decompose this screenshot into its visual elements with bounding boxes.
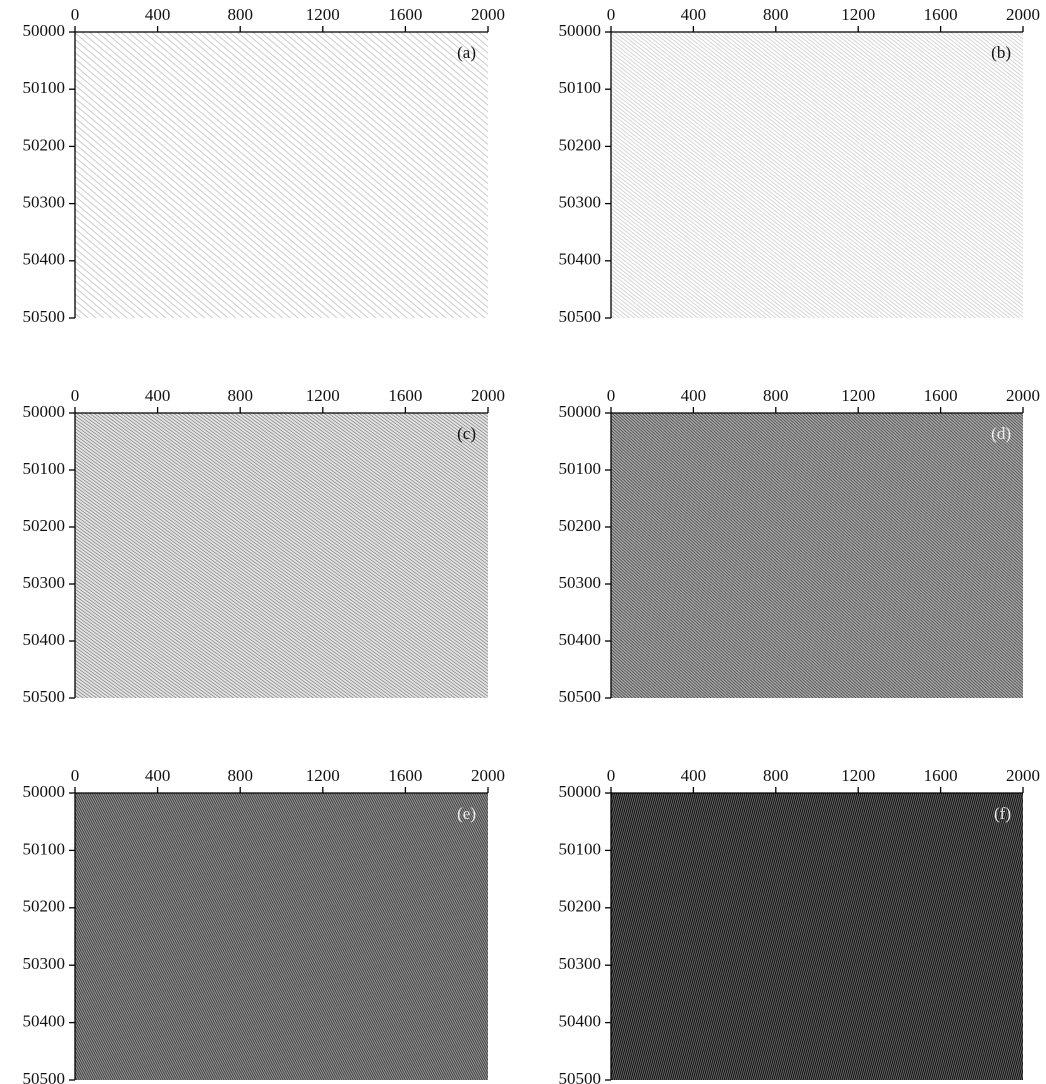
y-tick-label: 50500	[23, 687, 66, 706]
x-tick-label: 0	[607, 766, 616, 785]
trajectory-image	[611, 32, 1023, 318]
x-tick-label: 1600	[924, 5, 958, 24]
x-tick-label: 1200	[306, 766, 340, 785]
trajectory-image	[75, 413, 488, 698]
y-tick-label: 50500	[23, 1069, 66, 1084]
y-tick-label: 50300	[23, 573, 66, 592]
y-tick-label: 50500	[559, 1069, 602, 1084]
x-tick-label: 2000	[1006, 5, 1040, 24]
x-tick-label: 2000	[471, 5, 505, 24]
y-tick-label: 50400	[23, 1012, 66, 1031]
x-tick-label: 800	[227, 766, 253, 785]
panel-label: (c)	[457, 424, 476, 443]
x-tick-label: 400	[145, 5, 171, 24]
x-tick-label: 400	[681, 386, 707, 405]
y-tick-label: 50300	[23, 193, 66, 212]
y-tick-label: 50200	[559, 897, 602, 916]
trajectory-image	[611, 413, 1023, 698]
x-tick-label: 1600	[924, 386, 958, 405]
x-tick-label: 2000	[471, 766, 505, 785]
x-tick-label: 1600	[924, 766, 958, 785]
y-tick-label: 50500	[23, 307, 66, 326]
y-tick-label: 50000	[559, 782, 602, 801]
x-tick-label: 800	[763, 766, 789, 785]
x-tick-label: 800	[227, 386, 253, 405]
panel-label: (b)	[991, 43, 1011, 62]
panel-label: (e)	[457, 804, 476, 823]
y-tick-label: 50100	[559, 459, 602, 478]
y-tick-label: 50000	[559, 402, 602, 421]
x-tick-label: 2000	[1006, 766, 1040, 785]
panel-label: (f)	[994, 804, 1011, 823]
y-tick-label: 50400	[559, 1012, 602, 1031]
x-tick-label: 2000	[471, 386, 505, 405]
x-tick-label: 1200	[841, 766, 875, 785]
y-tick-label: 50000	[23, 782, 66, 801]
trajectory-image	[75, 793, 488, 1080]
x-tick-label: 400	[145, 766, 171, 785]
x-tick-label: 800	[227, 5, 253, 24]
panel-label: (d)	[991, 424, 1011, 443]
y-tick-label: 50000	[23, 402, 66, 421]
y-tick-label: 50300	[559, 573, 602, 592]
x-tick-label: 800	[763, 386, 789, 405]
x-tick-label: 400	[681, 766, 707, 785]
y-tick-label: 50100	[559, 839, 602, 858]
figure: 0 400 800 1200 1600 2000 50000 50100 50200 50300 5…	[0, 0, 1046, 1084]
x-tick-label: 1200	[306, 5, 340, 24]
y-tick-label: 50200	[23, 135, 66, 154]
x-tick-label: 0	[607, 5, 616, 24]
x-tick-label: 1200	[841, 386, 875, 405]
x-tick-label: 800	[763, 5, 789, 24]
x-tick-label: 400	[681, 5, 707, 24]
y-tick-label: 50100	[23, 78, 66, 97]
y-tick-label: 50300	[559, 954, 602, 973]
x-tick-label: 2000	[1006, 386, 1040, 405]
trajectory-image	[75, 32, 488, 318]
y-tick-label: 50400	[559, 630, 602, 649]
trajectory-image	[611, 793, 1023, 1080]
y-tick-label: 50200	[23, 516, 66, 535]
y-tick-label: 50100	[559, 78, 602, 97]
x-tick-label: 1200	[306, 386, 340, 405]
y-tick-label: 50200	[559, 516, 602, 535]
x-tick-label: 0	[71, 386, 80, 405]
x-tick-label: 1600	[388, 386, 422, 405]
y-tick-label: 50500	[559, 687, 602, 706]
y-tick-label: 50100	[23, 459, 66, 478]
y-tick-label: 50400	[23, 630, 66, 649]
y-tick-label: 50200	[23, 897, 66, 916]
y-tick-label: 50300	[23, 954, 66, 973]
panel-label: (a)	[457, 43, 476, 62]
y-tick-label: 50000	[23, 21, 66, 40]
x-tick-label: 0	[71, 5, 80, 24]
y-tick-label: 50500	[559, 307, 602, 326]
x-tick-label: 1600	[388, 766, 422, 785]
x-tick-label: 400	[145, 386, 171, 405]
y-tick-label: 50200	[559, 135, 602, 154]
x-tick-label: 1200	[841, 5, 875, 24]
y-tick-label: 50400	[23, 250, 66, 269]
x-tick-label: 0	[71, 766, 80, 785]
y-tick-label: 50300	[559, 193, 602, 212]
y-tick-label: 50000	[559, 21, 602, 40]
x-tick-label: 1600	[388, 5, 422, 24]
y-tick-label: 50100	[23, 839, 66, 858]
x-tick-label: 0	[607, 386, 616, 405]
y-tick-label: 50400	[559, 250, 602, 269]
